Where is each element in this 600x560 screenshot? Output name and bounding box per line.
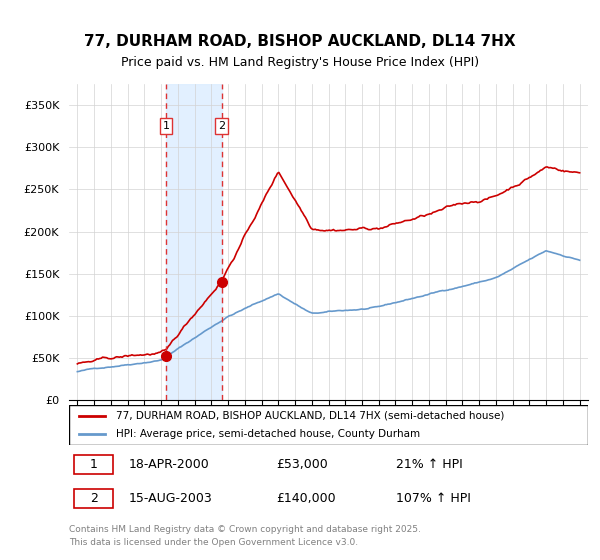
Text: 18-APR-2000: 18-APR-2000 bbox=[128, 458, 209, 470]
Text: 21% ↑ HPI: 21% ↑ HPI bbox=[396, 458, 463, 470]
Text: 1: 1 bbox=[90, 458, 98, 470]
Text: This data is licensed under the Open Government Licence v3.0.: This data is licensed under the Open Gov… bbox=[69, 538, 358, 547]
Bar bbox=[74, 455, 113, 474]
Text: HPI: Average price, semi-detached house, County Durham: HPI: Average price, semi-detached house,… bbox=[116, 430, 420, 439]
Text: Contains HM Land Registry data © Crown copyright and database right 2025.: Contains HM Land Registry data © Crown c… bbox=[69, 525, 421, 534]
Text: 2: 2 bbox=[90, 492, 98, 505]
Bar bbox=[166, 84, 221, 400]
Text: £53,000: £53,000 bbox=[277, 458, 328, 470]
Text: 15-AUG-2003: 15-AUG-2003 bbox=[128, 492, 212, 505]
Text: 2: 2 bbox=[218, 121, 225, 131]
Text: Price paid vs. HM Land Registry's House Price Index (HPI): Price paid vs. HM Land Registry's House … bbox=[121, 56, 479, 69]
Text: 77, DURHAM ROAD, BISHOP AUCKLAND, DL14 7HX: 77, DURHAM ROAD, BISHOP AUCKLAND, DL14 7… bbox=[84, 35, 516, 49]
Bar bbox=[74, 489, 113, 508]
Text: 1: 1 bbox=[163, 121, 170, 131]
Text: 107% ↑ HPI: 107% ↑ HPI bbox=[396, 492, 471, 505]
Text: 77, DURHAM ROAD, BISHOP AUCKLAND, DL14 7HX (semi-detached house): 77, DURHAM ROAD, BISHOP AUCKLAND, DL14 7… bbox=[116, 411, 504, 421]
Text: £140,000: £140,000 bbox=[277, 492, 336, 505]
